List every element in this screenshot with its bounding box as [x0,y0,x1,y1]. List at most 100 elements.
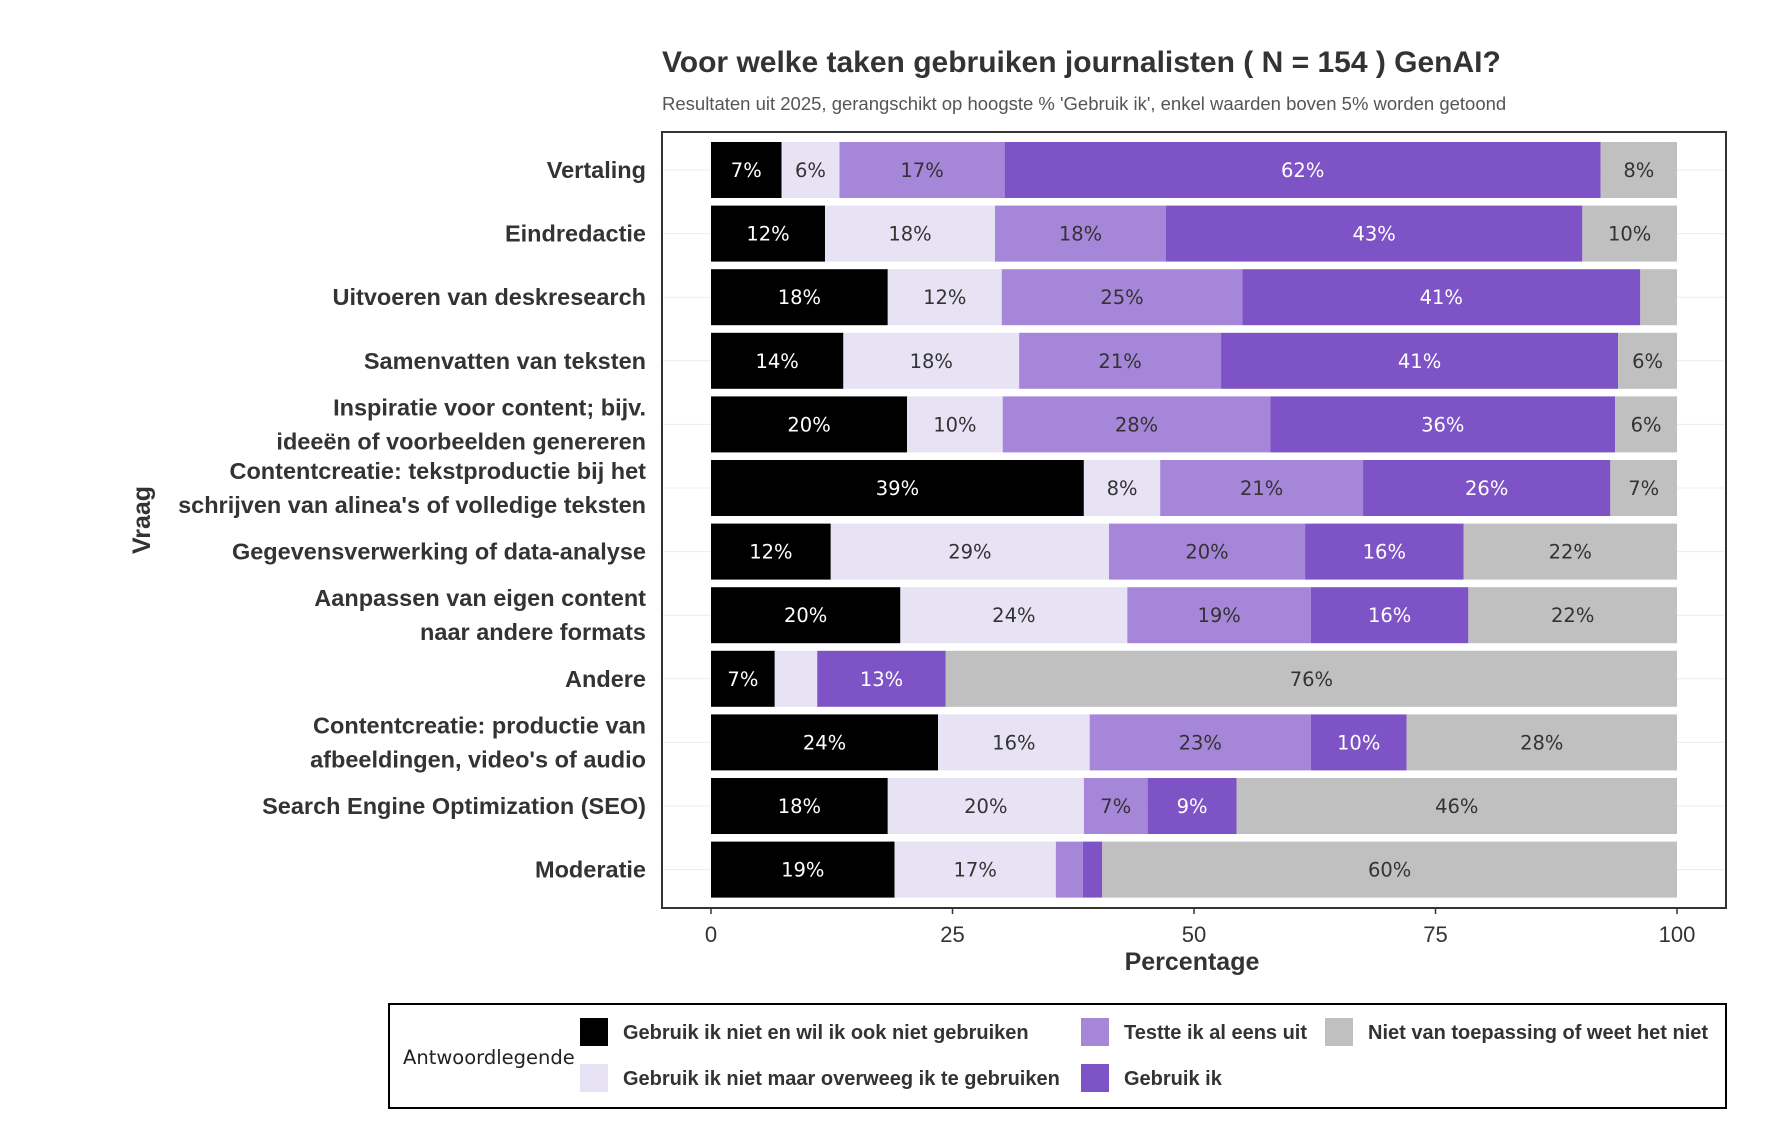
data-label: 10% [1337,731,1380,754]
bar-segment [945,650,1677,707]
bars: 7% 6% 17% 62% 8% 12% 18% 18% 43% 10% 18% 12% 25% 41% 1… [711,142,1677,898]
legend: Antwoordlegende Gebruik ik niet en wil i… [388,1003,1727,1109]
data-label: 36% [1421,413,1464,436]
data-label: 21% [1240,477,1283,500]
data-label: 16% [1363,541,1406,564]
bar-segment [1363,460,1611,516]
bar-row: 39% 8% 21% 26% 7% [711,460,1677,516]
bar-segment [1002,396,1271,453]
bar-row: 12% 29% 20% 16% 22% [711,523,1677,580]
bar-row: 7% 6% 17% 62% 8% [711,142,1677,198]
data-label: 6% [1631,413,1662,436]
bar-segment [1463,523,1677,580]
category-label: Contentcreatie: tekstproductie bij het sc… [178,458,646,518]
bar-segment [817,650,946,707]
bar-row: 12% 18% 18% 43% 10% [711,205,1677,262]
bar-segment [1310,587,1469,644]
data-label: 19% [1197,604,1240,627]
bar-segment [711,332,844,389]
legend-label: Gebruik ik niet maar overweeg ik te gebr… [623,1068,1060,1090]
category-label: Contentcreatie: productie van afbeeldinge… [310,712,646,772]
bar-row: 14% 18% 21% 41% 6% [711,332,1677,389]
bar-segment [1004,142,1601,198]
legend-swatch [1325,1018,1353,1046]
bar-segment [1305,523,1464,580]
category-label: Search Engine Optimization (SEO) [262,793,646,819]
bar-segment [839,142,1005,198]
legend-swatch [580,1064,608,1092]
data-label: 60% [1368,859,1411,882]
bar-segment [1147,778,1237,834]
legend-box [388,1003,1727,1109]
legend-label: Gebruik ik niet en wil ik ook niet gebru… [623,1022,1029,1044]
bar-segment [711,650,775,707]
bar-segment [1082,841,1103,898]
bar-segment [1600,142,1677,198]
bar-segment [1108,523,1306,580]
data-label: 46% [1435,795,1478,818]
data-label: 18% [910,350,953,373]
data-label: 26% [1465,477,1508,500]
data-label: 7% [1628,477,1659,500]
legend-item: Testte ik al eens uit [1081,1018,1307,1046]
bar-segment [907,396,1003,453]
data-label: 29% [948,541,991,564]
bar-segment [1406,714,1677,771]
bar-segment [1127,587,1311,644]
data-label: 43% [1352,223,1395,246]
legend-item: Gebruik ik niet maar overweeg ik te gebr… [580,1064,1060,1092]
legend-item: Gebruik ik niet en wil ik ook niet gebru… [580,1018,1029,1046]
bar-segment [843,332,1020,389]
data-label: 41% [1420,286,1463,309]
bar-row: 7% 13% 76% [711,650,1677,707]
category-label: Moderatie [535,857,646,883]
bar-row: 20% 24% 19% 16% 22% [711,587,1677,644]
data-label: 7% [731,159,762,182]
data-label: 8% [1107,477,1138,500]
legend-title: Antwoordlegende [403,1046,575,1069]
bar-segment [1160,460,1364,516]
data-label: 76% [1290,668,1333,691]
data-label: 22% [1549,541,1592,564]
data-label: 20% [964,795,1007,818]
legend-item: Niet van toepassing of weet het niet [1325,1018,1708,1046]
data-label: 18% [778,795,821,818]
data-label: 39% [876,477,919,500]
data-label: 19% [781,859,824,882]
bar-segment [1610,460,1677,516]
data-label: 41% [1398,350,1441,373]
x-axis-title: Percentage [1125,948,1260,976]
category-label: Eindredactie [505,221,646,247]
data-label: 6% [1632,350,1663,373]
data-label: 12% [749,541,792,564]
data-label: 14% [755,350,798,373]
bar-segment [711,396,908,453]
bar-segment [938,714,1090,771]
bar-segment [1582,205,1677,262]
data-label: 16% [992,731,1035,754]
bar-segment [887,778,1084,834]
category-labels: Vertaling Eindredactie Uitvoeren van deskr… [178,157,646,883]
legend-swatch [1081,1018,1109,1046]
data-label: 18% [888,223,931,246]
bar-segment [711,587,901,644]
chart-subtitle: Resultaten uit 2025, gerangschikt op hoo… [662,93,1506,114]
data-label: 7% [1100,795,1131,818]
tick-label: 75 [1423,922,1447,947]
legend-item: Gebruik ik [1081,1064,1223,1092]
data-label: 16% [1368,604,1411,627]
data-label: 9% [1177,795,1208,818]
bar-row: 24% 16% 23% 10% 28% [711,714,1677,771]
bar-segment [1640,269,1677,326]
bar-segment [711,142,782,198]
data-label: 28% [1520,731,1563,754]
bar-row: 18% 12% 25% 41% [711,269,1677,326]
data-label: 10% [1608,223,1651,246]
bar-row: 20% 10% 28% 36% 6% [711,396,1677,453]
category-label: Uitvoeren van deskresearch [333,284,647,310]
bar-segment [1055,841,1083,898]
tick-label: 50 [1182,922,1206,947]
data-label: 10% [933,413,976,436]
bar-row: 18% 20% 7% 9% 46% [711,778,1677,834]
